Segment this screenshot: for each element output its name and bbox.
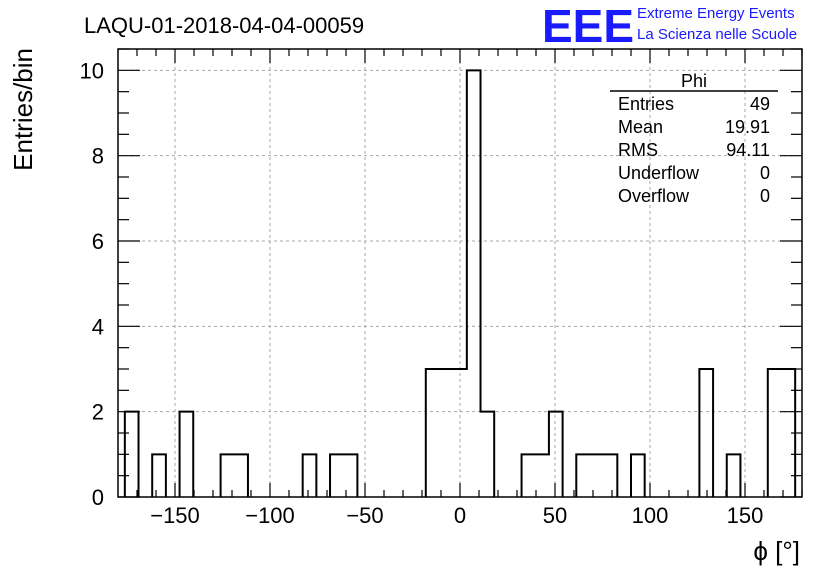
- y-axis-label: Entries/bin: [8, 48, 38, 171]
- logo-letters: EEE: [542, 0, 634, 52]
- x-tick-label: 50: [543, 503, 567, 528]
- stats-row-label: Entries: [618, 94, 674, 114]
- histogram-bin: [727, 454, 741, 497]
- stats-row-value: 0: [760, 163, 770, 183]
- stats-row-value: 19.91: [725, 117, 770, 137]
- x-ticks: −150 −100 −50 0 50 100 150: [136, 49, 803, 528]
- histogram-bin: [699, 369, 713, 497]
- histogram-bin: [576, 454, 590, 497]
- x-tick-label: −50: [346, 503, 383, 528]
- x-tick-label: −150: [150, 503, 200, 528]
- y-tick-label: 0: [92, 485, 104, 510]
- histogram-bin: [481, 412, 495, 497]
- histogram-bin: [590, 454, 604, 497]
- stats-row-label: RMS: [618, 140, 658, 160]
- histogram-bin: [426, 369, 440, 497]
- stats-row-value: 94.11: [726, 140, 770, 160]
- chart-title: LAQU-01-2018-04-04-00059: [84, 13, 364, 38]
- histogram-bin: [303, 454, 317, 497]
- histogram-bin: [439, 369, 453, 497]
- stats-title: Phi: [681, 71, 707, 91]
- x-tick-label: −100: [245, 503, 295, 528]
- stats-row-label: Underflow: [618, 163, 700, 183]
- histogram-bin: [631, 454, 645, 497]
- stats-row-value: 49: [750, 94, 770, 114]
- x-tick-label: 0: [454, 503, 466, 528]
- y-tick-label: 8: [92, 144, 104, 169]
- y-tick-label: 2: [92, 400, 104, 425]
- eee-logo: EEE Extreme Energy Events La Scienza nel…: [542, 0, 797, 52]
- histogram-bin: [768, 369, 782, 497]
- y-tick-label: 4: [92, 314, 104, 339]
- x-axis-label: ϕ [°]: [753, 536, 800, 566]
- stats-row-value: 0: [760, 186, 770, 206]
- stats-box: Phi Entries 49 Mean 19.91 RMS 94.11 Underflow 0…: [610, 71, 778, 206]
- grid: [118, 49, 802, 497]
- histogram-bin: [535, 454, 549, 497]
- x-tick-label: 150: [727, 503, 764, 528]
- histogram-bin: [330, 454, 344, 497]
- histogram-bin: [549, 412, 563, 497]
- histogram-bin: [467, 70, 481, 497]
- stats-row-label: Mean: [618, 117, 663, 137]
- logo-line-1: Extreme Energy Events: [637, 5, 795, 22]
- histogram-bin: [234, 454, 248, 497]
- y-tick-label: 6: [92, 229, 104, 254]
- y-tick-label: 10: [80, 58, 104, 83]
- stats-rows: Entries 49 Mean 19.91 RMS 94.11 Underflow 0 Over…: [618, 94, 770, 206]
- histogram-bin: [604, 454, 618, 497]
- y-ticks: 0 2 4 6 8 10: [80, 48, 802, 510]
- stats-row-label: Overflow: [618, 186, 690, 206]
- x-tick-label: 100: [632, 503, 669, 528]
- histogram-bin: [522, 454, 536, 497]
- logo-line-2: La Scienza nelle Scuole: [637, 26, 797, 43]
- histogram-bin: [152, 454, 166, 497]
- histogram-bin: [180, 412, 194, 497]
